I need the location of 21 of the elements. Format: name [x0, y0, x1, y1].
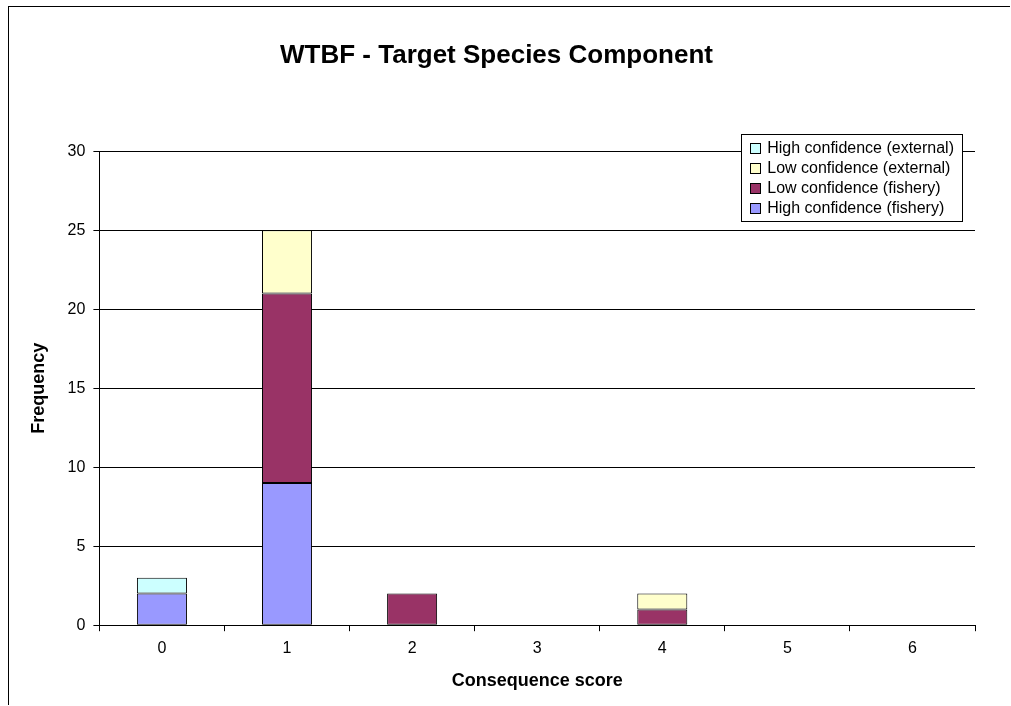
x-tick-label: 4 — [657, 639, 667, 657]
y-tick-label: 10 — [67, 457, 86, 475]
x-tick-label: 2 — [407, 639, 417, 657]
legend-label: High confidence (fishery) — [767, 199, 945, 218]
y-tick-label: 25 — [67, 220, 86, 238]
chart-title: WTBF - Target Species Component — [280, 38, 714, 69]
y-tick-label: 30 — [67, 141, 86, 159]
x-tick-label: 3 — [532, 639, 542, 657]
y-tick-label: 0 — [76, 615, 86, 633]
legend-label: Low confidence (external) — [767, 159, 951, 178]
x-tick-label: 6 — [908, 639, 917, 657]
y-axis-title: Frequency — [27, 342, 48, 434]
y-tick-label: 15 — [67, 378, 86, 396]
x-tick-label: 0 — [157, 639, 167, 657]
y-tick-label: 20 — [67, 299, 86, 317]
legend-label: Low confidence (fishery) — [767, 179, 941, 198]
legend-label: High confidence (external) — [767, 139, 954, 158]
y-tick-label: 5 — [76, 536, 86, 554]
x-tick-label: 1 — [282, 639, 292, 657]
x-axis-title: Consequence score — [451, 670, 623, 691]
x-tick-label: 5 — [782, 639, 792, 657]
